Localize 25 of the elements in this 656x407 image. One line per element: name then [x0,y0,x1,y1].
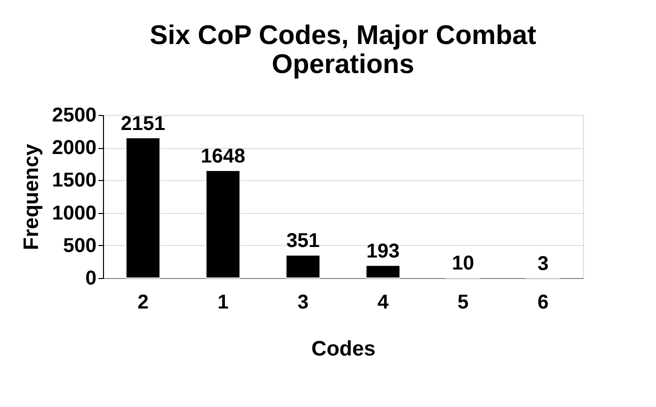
data-label: 2151 [120,112,166,135]
x-tick-label: 4 [377,292,390,314]
data-label: 193 [366,240,400,262]
y-tick-label: 2500 [52,104,96,126]
y-tick-label: 0 [85,268,96,290]
y-axis-title: Frequency [20,144,44,250]
bar [126,137,160,278]
bar [366,264,400,278]
x-axis-title: Codes [311,338,376,360]
x-tick-label: 2 [137,292,149,314]
x-tick-label: 6 [537,292,549,314]
x-tick-label: 1 [217,292,229,314]
y-tick-label: 2000 [52,137,96,160]
bar [286,254,320,278]
data-label: 351 [286,230,320,252]
y-tick-label: 1000 [52,202,96,224]
x-tick-label: 5 [457,292,469,314]
data-label: 3 [537,252,549,275]
bar [206,170,240,278]
x-tick-label: 3 [297,292,309,314]
chart-title: Six CoP Codes, Major Combat Operations [150,20,536,79]
data-label: 10 [452,252,474,274]
y-tick-label: 500 [63,234,96,257]
y-tick-label: 1500 [52,170,96,192]
data-label: 1648 [200,146,246,168]
